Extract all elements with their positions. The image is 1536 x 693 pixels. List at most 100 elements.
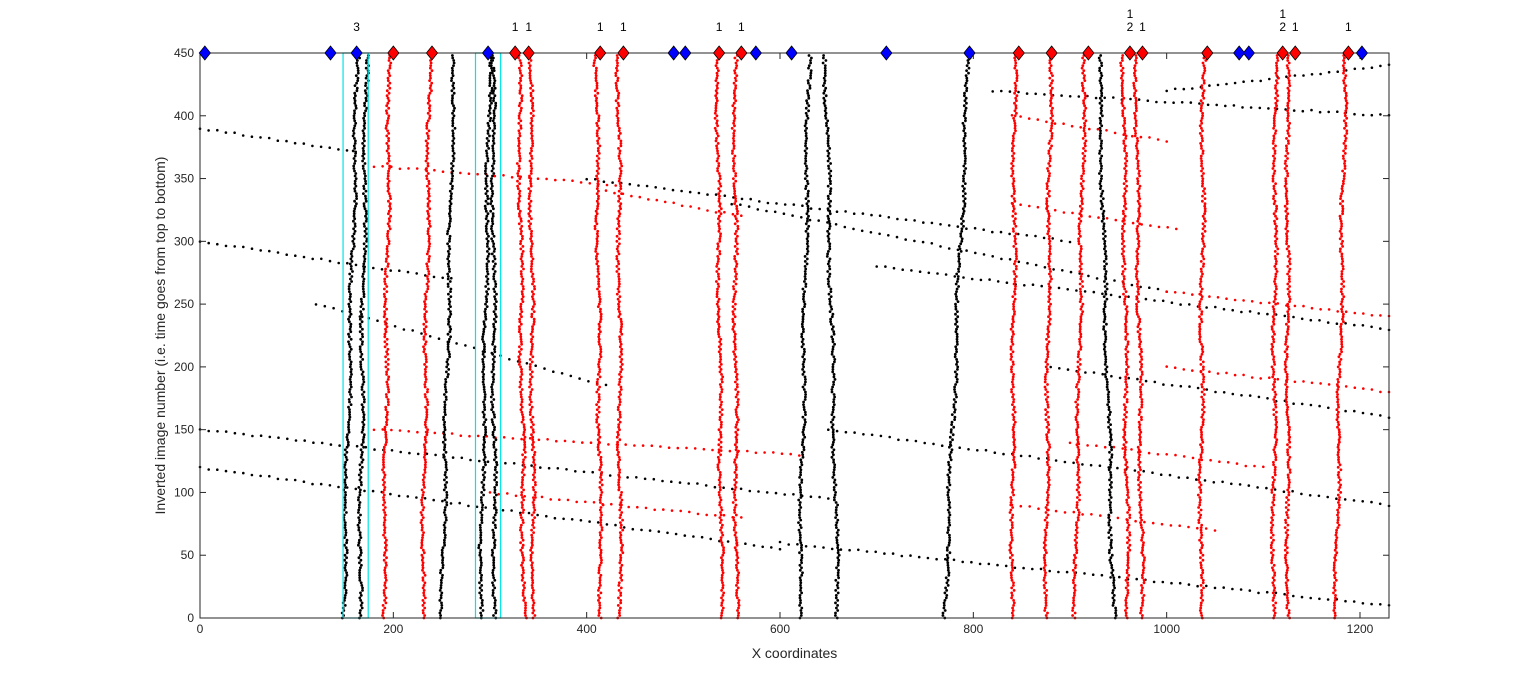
track-point [717,332,720,336]
track-point [716,134,720,138]
track-point [617,302,620,306]
track-point [806,116,810,120]
track-point [458,501,462,505]
track-point [451,56,455,60]
track-point [517,121,521,125]
track-point [1013,114,1017,118]
track-point [383,584,387,587]
track-point [446,250,450,253]
track-point [481,375,485,379]
track-point [440,553,444,557]
track-point [717,229,721,233]
track-point [424,378,428,381]
track-point [831,370,835,374]
track-point [346,443,350,447]
track-point [822,96,826,100]
track-point [956,225,960,228]
track-point [383,310,386,313]
track-point [492,337,496,341]
track-point [422,335,426,339]
track-point [529,86,532,90]
track-point [833,465,836,469]
track-point [865,550,869,553]
track-point [802,370,806,374]
track-point [444,398,448,401]
track-point [481,335,485,339]
track-point [734,435,738,439]
track-point [348,262,352,266]
track-point [967,71,970,75]
track-point [423,468,427,472]
track-point [423,317,427,321]
track-point [1214,390,1217,394]
track-point [597,405,601,409]
track-point [384,443,387,447]
track-point [519,335,523,339]
track-point [387,99,391,103]
track-point [510,509,513,512]
track-point [957,267,960,271]
track-point [1010,516,1014,519]
track-point [809,207,813,210]
track-point [492,116,496,120]
track-point [1009,518,1012,522]
track-point [358,596,362,600]
track-point [427,247,431,251]
track-point [415,496,418,499]
track-point [620,491,623,494]
track-point [1053,122,1057,125]
track-point [361,327,364,331]
track-point [599,460,603,464]
track-point [1101,232,1105,236]
track-point [533,614,537,617]
track-point [440,591,444,595]
track-point [835,536,838,539]
track-point [543,367,546,370]
track-point [426,285,430,288]
track-point [533,516,537,519]
track-point [493,513,497,517]
track-point [804,390,807,394]
track-point [1014,275,1018,278]
track-point [1011,317,1015,321]
track-point [478,553,482,557]
track-point [519,322,523,326]
track-point [483,345,486,349]
track-point [801,415,805,419]
track-point [536,513,539,517]
track-point [720,596,723,600]
track-point [207,241,210,245]
track-point [599,584,602,587]
track-point [718,177,722,181]
track-point [520,486,523,489]
track-point [478,581,481,585]
track-point [823,109,827,113]
track-point [955,340,959,344]
track-point [1089,463,1093,467]
track-point [382,463,385,467]
track-point [805,126,808,130]
track-point [830,390,834,394]
track-point [530,119,534,123]
track-point [525,362,529,365]
track-point [716,320,719,324]
track-point [595,403,598,406]
track-point [359,513,362,517]
track-point [616,430,620,434]
track-point [1009,571,1013,575]
track-point [399,450,403,454]
track-point [421,561,425,565]
track-point [835,531,839,534]
track-point [1327,383,1331,386]
track-point [1127,376,1130,380]
track-point [955,360,959,364]
track-point [733,116,737,120]
track-point [385,373,388,376]
track-point [597,116,601,120]
track-point [802,403,805,406]
track-point [493,523,497,527]
track-point [702,447,706,451]
track-point [1276,302,1280,305]
track-point [486,129,490,133]
track-point [804,106,808,110]
